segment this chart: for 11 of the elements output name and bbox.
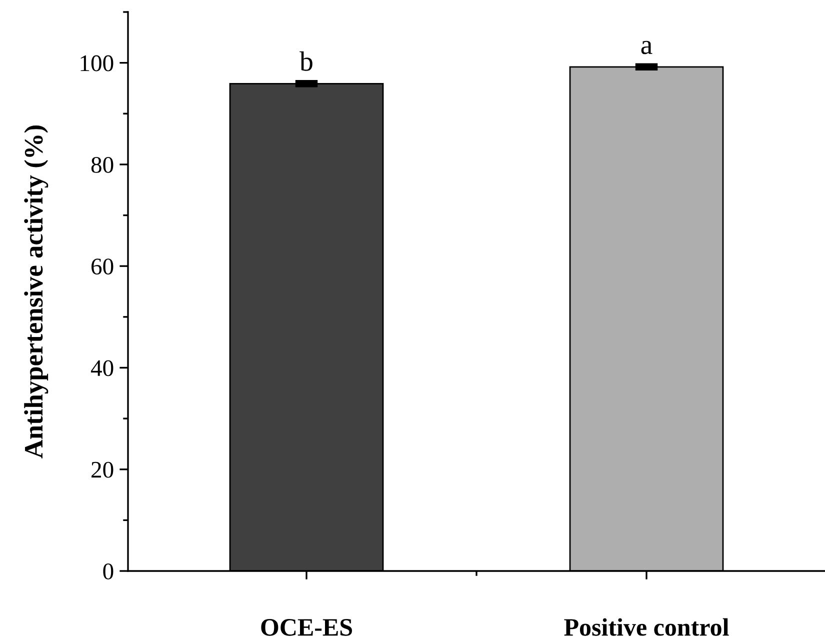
y-tick-label: 0 [103, 563, 114, 580]
annotation: b [300, 51, 312, 71]
y-axis-title: Antihypertensive activity (%) [24, 126, 48, 458]
annotation: a [641, 40, 652, 54]
x-tick-label: Positive control [564, 618, 729, 636]
y-tick-label: 80 [91, 156, 114, 173]
x-tick-label: OCE-ES [261, 619, 352, 636]
y-tick-label: 20 [92, 462, 114, 478]
y-tick-label: 100 [80, 55, 114, 72]
y-tick-label: 40 [90, 360, 114, 376]
y-tick-label: 60 [92, 258, 114, 275]
